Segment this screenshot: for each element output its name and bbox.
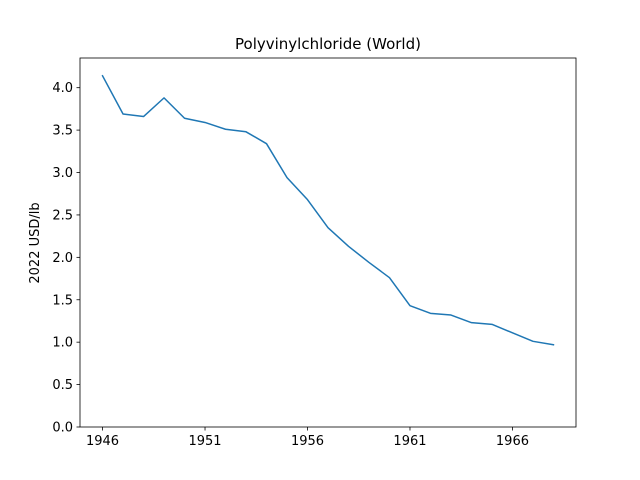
x-tick-label: 1951 (188, 434, 221, 449)
y-tick-label: 0.5 (52, 378, 73, 393)
y-tick-label: 3.5 (52, 124, 73, 139)
plot-area: 1946 1951 1956 1961 1966 0.0 0.5 1.0 1.5 2.0 2.5 3.… (52, 57, 577, 449)
y-tick-label: 2.0 (52, 251, 73, 266)
x-tick-label: 1946 (86, 434, 119, 449)
y-tick-label: 4.0 (52, 81, 73, 96)
y-axis-label: 2022 USD/lb (28, 202, 43, 283)
x-tick-label: 1961 (393, 434, 426, 449)
x-tick-label: 1966 (496, 434, 529, 449)
axes-frame (79, 57, 577, 428)
y-tick-label: 3.0 (52, 166, 73, 181)
y-tick-label: 0.0 (52, 421, 73, 436)
y-tick-label: 1.5 (52, 293, 73, 308)
series-line-0 (101, 74, 555, 346)
y-tick-label: 2.5 (52, 208, 73, 223)
chart-title: Polyvinylchloride (World) (235, 35, 421, 53)
y-tick-label: 1.0 (52, 336, 73, 351)
x-tick-label: 1956 (291, 434, 324, 449)
